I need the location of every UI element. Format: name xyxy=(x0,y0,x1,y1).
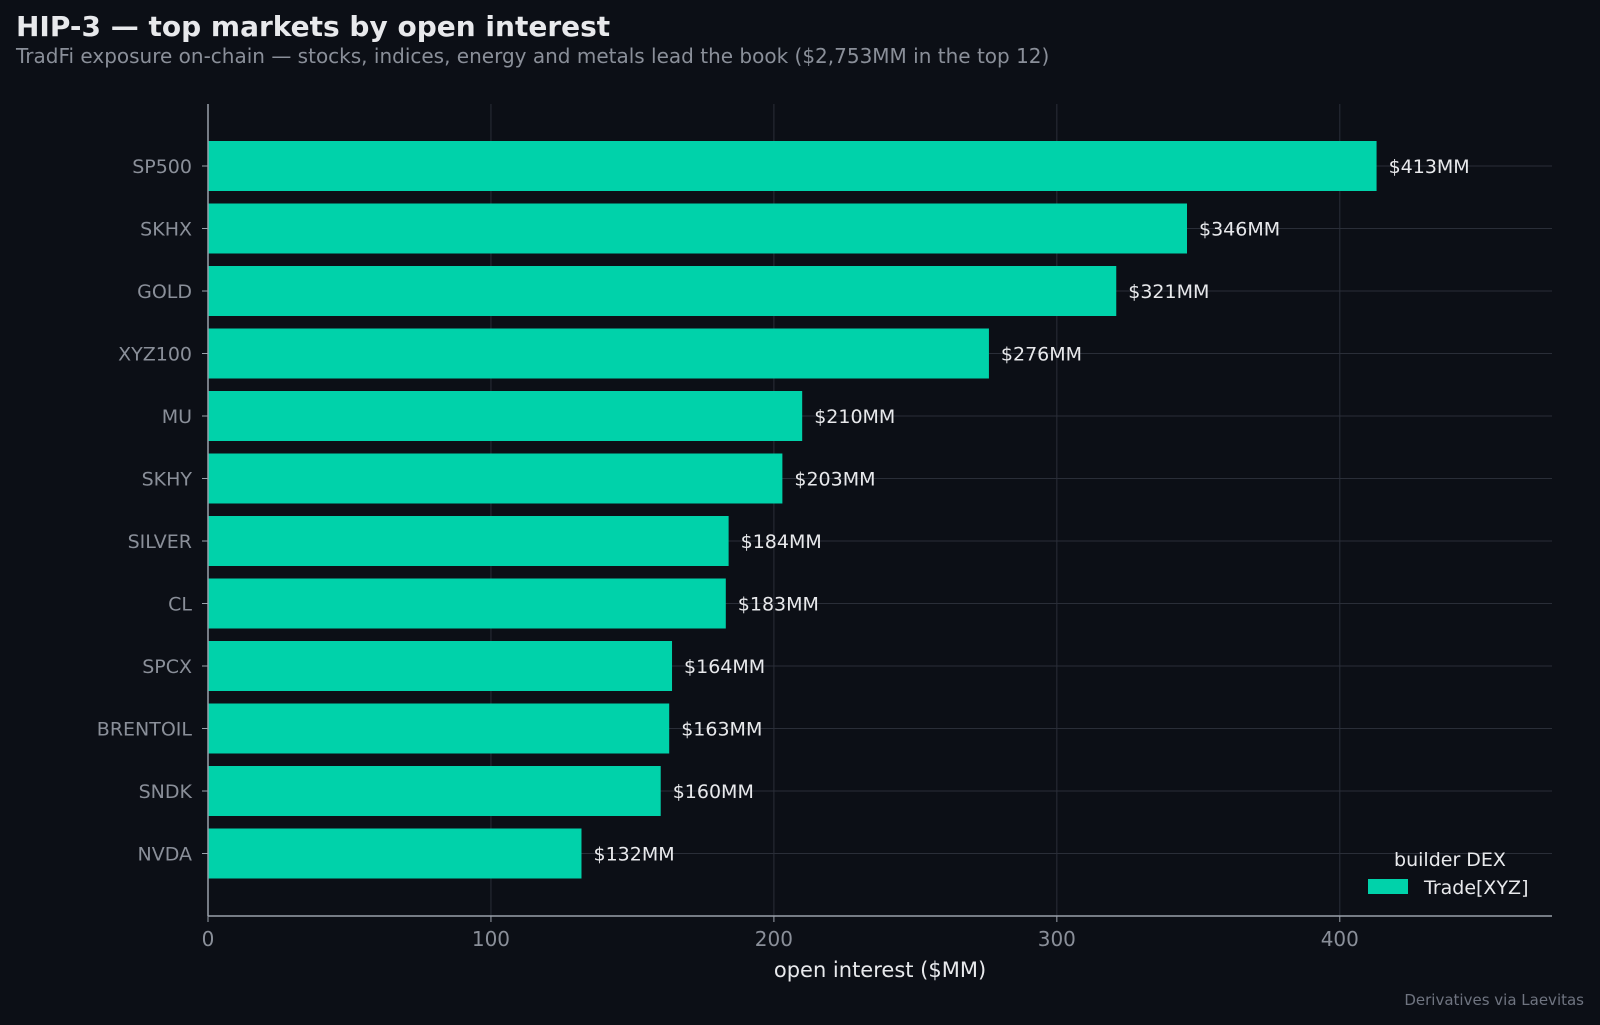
data-label: $413MM xyxy=(1389,156,1470,178)
data-label: $321MM xyxy=(1128,281,1209,303)
x-tick-label: 400 xyxy=(1321,927,1359,951)
bar-sp500 xyxy=(208,141,1377,191)
y-tick-label: SP500 xyxy=(132,156,192,178)
x-tick-label: 200 xyxy=(755,927,793,951)
x-axis-label: open interest ($MM) xyxy=(774,958,986,982)
x-tick-label: 0 xyxy=(202,927,215,951)
data-label: $163MM xyxy=(681,719,762,741)
y-tick-label: SKHY xyxy=(142,469,193,491)
bar-xyz100 xyxy=(208,328,989,379)
x-tick-label: 300 xyxy=(1038,927,1076,951)
chart-title: HIP-3 — top markets by open interest xyxy=(16,10,611,43)
data-label: $164MM xyxy=(684,656,765,678)
data-label: $160MM xyxy=(673,781,754,803)
bar-skhx xyxy=(208,203,1187,254)
data-label: $132MM xyxy=(593,844,674,866)
bar-brentoil xyxy=(208,703,670,754)
bar-spcx xyxy=(208,641,673,691)
data-label: $183MM xyxy=(738,594,819,616)
y-tick-label: MU xyxy=(162,406,192,428)
bar-silver xyxy=(208,516,729,566)
y-tick-label: SKHX xyxy=(140,219,192,241)
x-tick-label: 100 xyxy=(472,927,510,951)
y-tick-label: CL xyxy=(168,594,192,616)
y-tick-label: SILVER xyxy=(128,531,192,553)
legend-swatch xyxy=(1368,879,1408,894)
data-label: $346MM xyxy=(1199,219,1280,241)
data-label: $276MM xyxy=(1001,344,1082,366)
bar-sndk xyxy=(208,766,661,816)
legend-label: Trade[XYZ] xyxy=(1423,877,1528,899)
bar-skhy xyxy=(208,453,783,504)
chart-subtitle: TradFi exposure on-chain — stocks, indic… xyxy=(16,44,1050,68)
data-label: $210MM xyxy=(814,406,895,428)
y-tick-label: NVDA xyxy=(137,844,192,866)
source-credit: Derivatives via Laevitas xyxy=(1404,991,1584,1009)
data-label: $203MM xyxy=(794,469,875,491)
legend-title: builder DEX xyxy=(1394,849,1506,871)
y-tick-label: SPCX xyxy=(142,656,192,678)
bar-cl xyxy=(208,578,726,629)
y-tick-label: SNDK xyxy=(139,781,193,803)
y-tick-label: BRENTOIL xyxy=(97,719,193,741)
bar-mu xyxy=(208,391,803,441)
data-label: $184MM xyxy=(741,531,822,553)
y-tick-label: XYZ100 xyxy=(118,344,192,366)
y-tick-label: GOLD xyxy=(137,281,192,303)
bar-gold xyxy=(208,266,1117,316)
bar-nvda xyxy=(208,828,582,879)
